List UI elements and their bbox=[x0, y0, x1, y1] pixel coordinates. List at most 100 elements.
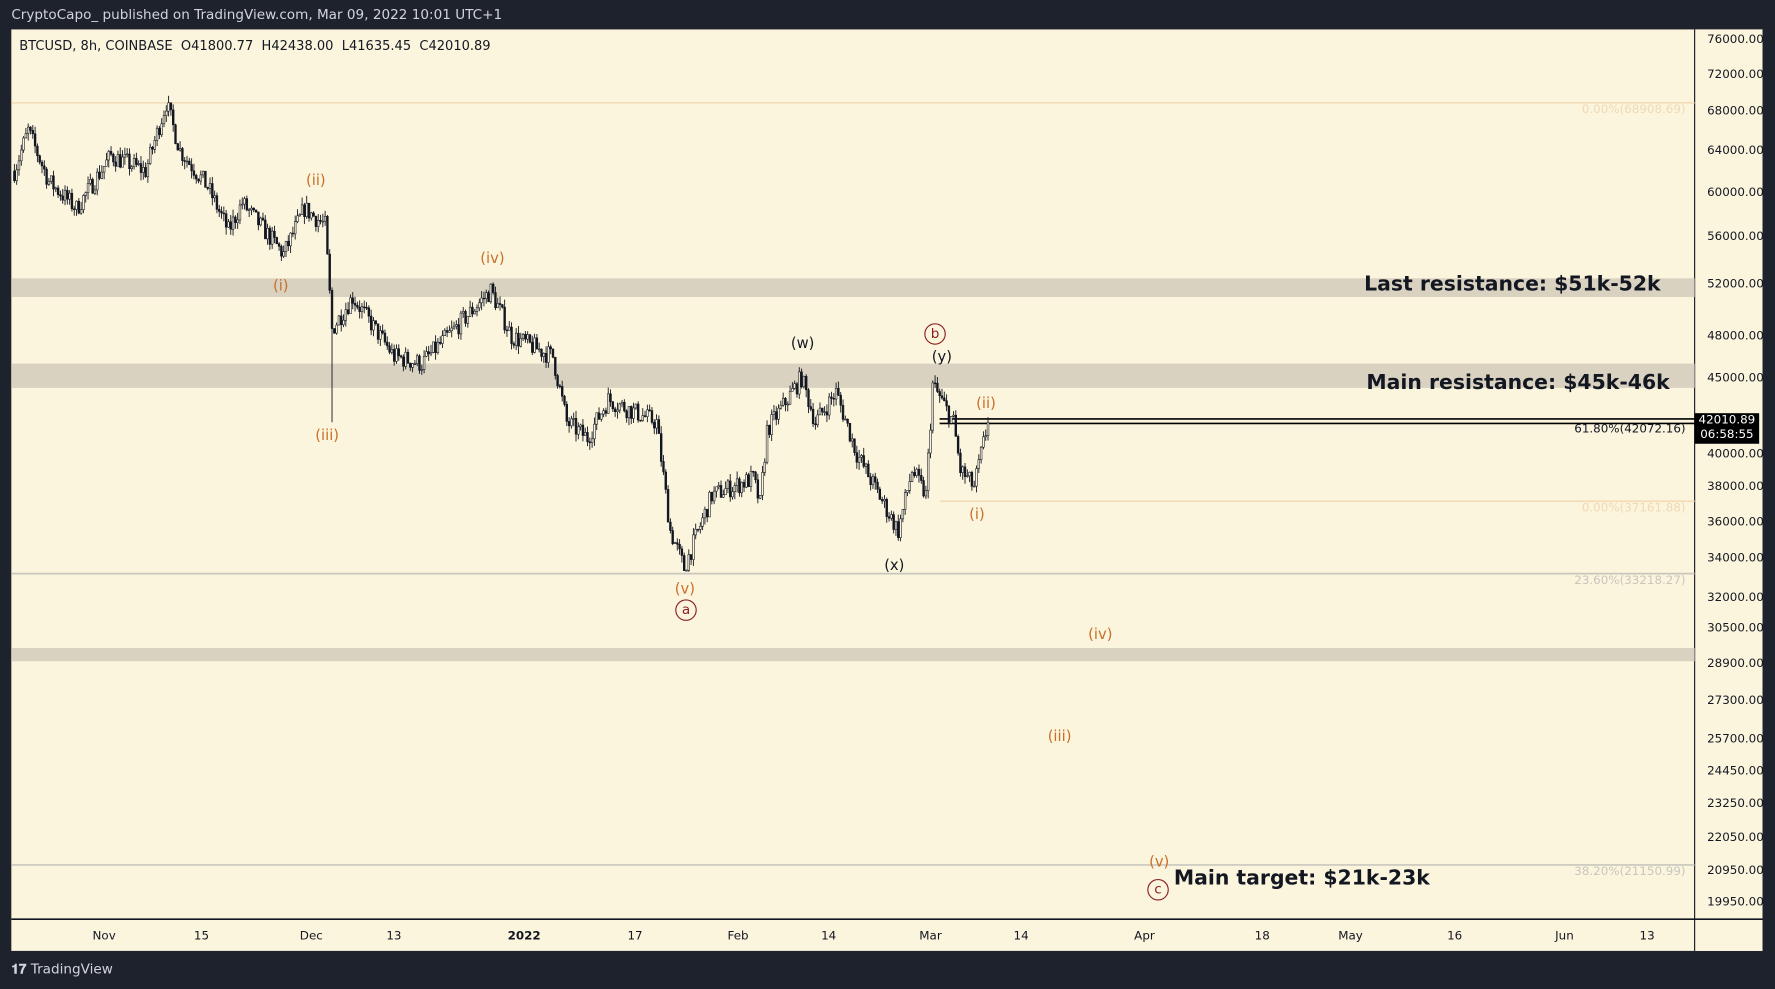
candle-body bbox=[887, 516, 891, 519]
candle-body bbox=[252, 207, 255, 211]
candle-body bbox=[227, 221, 230, 228]
candle-body bbox=[777, 407, 780, 420]
close-value: C42010.89 bbox=[419, 37, 491, 54]
candle-body bbox=[618, 403, 621, 411]
candle-body bbox=[397, 348, 400, 357]
fib-level-label: 61.80%(42072.16) bbox=[1574, 422, 1686, 436]
candle-body bbox=[386, 341, 389, 347]
candle-body bbox=[807, 389, 810, 407]
candle-body bbox=[427, 351, 430, 355]
price-tick-label: 22050.00 bbox=[1707, 831, 1764, 845]
candle-body bbox=[231, 216, 235, 230]
candle-body bbox=[494, 292, 497, 309]
candle-body bbox=[818, 407, 822, 416]
candle-body bbox=[425, 351, 428, 357]
candle-body bbox=[439, 341, 442, 344]
candle-body bbox=[482, 297, 486, 300]
time-tick-label: 17 bbox=[627, 929, 643, 943]
candle-body bbox=[683, 555, 686, 571]
candle-body bbox=[340, 315, 343, 325]
candle-body bbox=[135, 158, 138, 165]
candle-body bbox=[696, 528, 700, 531]
chart-pane[interactable] bbox=[11, 29, 1763, 951]
price-tick-label: 48000.00 bbox=[1707, 329, 1764, 343]
price-tick-label: 19950.00 bbox=[1707, 895, 1764, 910]
candle-body bbox=[901, 509, 905, 520]
candle-body bbox=[931, 382, 934, 431]
price-tick-label: 32000.00 bbox=[1707, 590, 1764, 605]
price-tick-label: 40000.00 bbox=[1707, 446, 1764, 461]
candle-body bbox=[505, 329, 509, 332]
resistance-zone bbox=[11, 278, 1695, 298]
candle-body bbox=[961, 466, 964, 473]
candle-body bbox=[20, 149, 23, 162]
candle-body bbox=[307, 202, 311, 219]
candle-body bbox=[26, 126, 30, 134]
wave-label: (y) bbox=[931, 349, 952, 367]
candle-body bbox=[920, 475, 923, 481]
candle-body bbox=[514, 332, 518, 346]
candle-body bbox=[462, 311, 465, 314]
candle-body bbox=[857, 456, 861, 463]
candle-body bbox=[59, 194, 62, 197]
candle-body bbox=[139, 163, 143, 173]
candle-body bbox=[123, 154, 127, 158]
candle-body bbox=[148, 146, 152, 164]
price-tick-label: 38000.00 bbox=[1707, 480, 1764, 494]
candle-body bbox=[165, 110, 168, 116]
candle-body bbox=[756, 479, 760, 499]
candle-body bbox=[869, 476, 872, 485]
candle-body bbox=[349, 297, 352, 314]
candle-body bbox=[356, 304, 359, 308]
candle-body bbox=[204, 170, 207, 188]
candle-body bbox=[864, 463, 868, 467]
candle-body bbox=[282, 251, 285, 257]
time-tick-label: 14 bbox=[1013, 929, 1029, 943]
price-tick-label: 36000.00 bbox=[1707, 514, 1764, 529]
candle-body bbox=[379, 330, 382, 340]
candle-body bbox=[825, 411, 829, 416]
candle-body bbox=[906, 490, 909, 493]
wave-label: (v) bbox=[674, 581, 695, 599]
candle-body bbox=[551, 348, 555, 358]
candle-body bbox=[625, 410, 628, 419]
candle-body bbox=[402, 356, 405, 367]
candle-body bbox=[70, 192, 74, 210]
candle-body bbox=[761, 472, 764, 496]
candle-body bbox=[586, 432, 589, 443]
price-tick-label: 72000.00 bbox=[1707, 67, 1764, 82]
tradingview-logo-icon: 𝟏𝟕 bbox=[11, 961, 27, 977]
candle-body bbox=[98, 171, 101, 179]
candle-body bbox=[429, 352, 433, 355]
tradingview-logo[interactable]: 𝟏𝟕 TradingView bbox=[11, 961, 113, 978]
candle-body bbox=[376, 323, 380, 340]
candle-body bbox=[903, 492, 907, 510]
candle-body bbox=[731, 491, 734, 498]
candle-body bbox=[828, 396, 831, 416]
candle-body bbox=[602, 410, 605, 415]
candle-body bbox=[464, 311, 467, 324]
candle-body bbox=[563, 395, 566, 405]
candle-body bbox=[243, 198, 246, 205]
candle-body bbox=[517, 332, 520, 347]
candle-body bbox=[641, 415, 644, 421]
candle-body bbox=[528, 334, 532, 343]
candle-body bbox=[201, 170, 205, 176]
candle-body bbox=[793, 383, 796, 389]
candle-body bbox=[287, 240, 290, 247]
price-tick-label: 23250.00 bbox=[1707, 797, 1764, 811]
time-tick-label: 13 bbox=[386, 929, 402, 943]
time-tick-label: Apr bbox=[1134, 929, 1155, 943]
time-tick-label: 16 bbox=[1447, 929, 1463, 943]
wave-circle-label: b bbox=[924, 323, 946, 345]
candle-body bbox=[455, 324, 458, 327]
candle-body bbox=[31, 130, 34, 135]
candle-body bbox=[404, 351, 407, 367]
candle-body bbox=[947, 405, 951, 424]
fib-level-label: 0.00%(68908.69) bbox=[1581, 102, 1686, 117]
candle-body bbox=[323, 216, 327, 222]
candle-body bbox=[786, 403, 789, 406]
candle-body bbox=[374, 320, 377, 325]
time-tick-label: Jun bbox=[1555, 929, 1574, 943]
